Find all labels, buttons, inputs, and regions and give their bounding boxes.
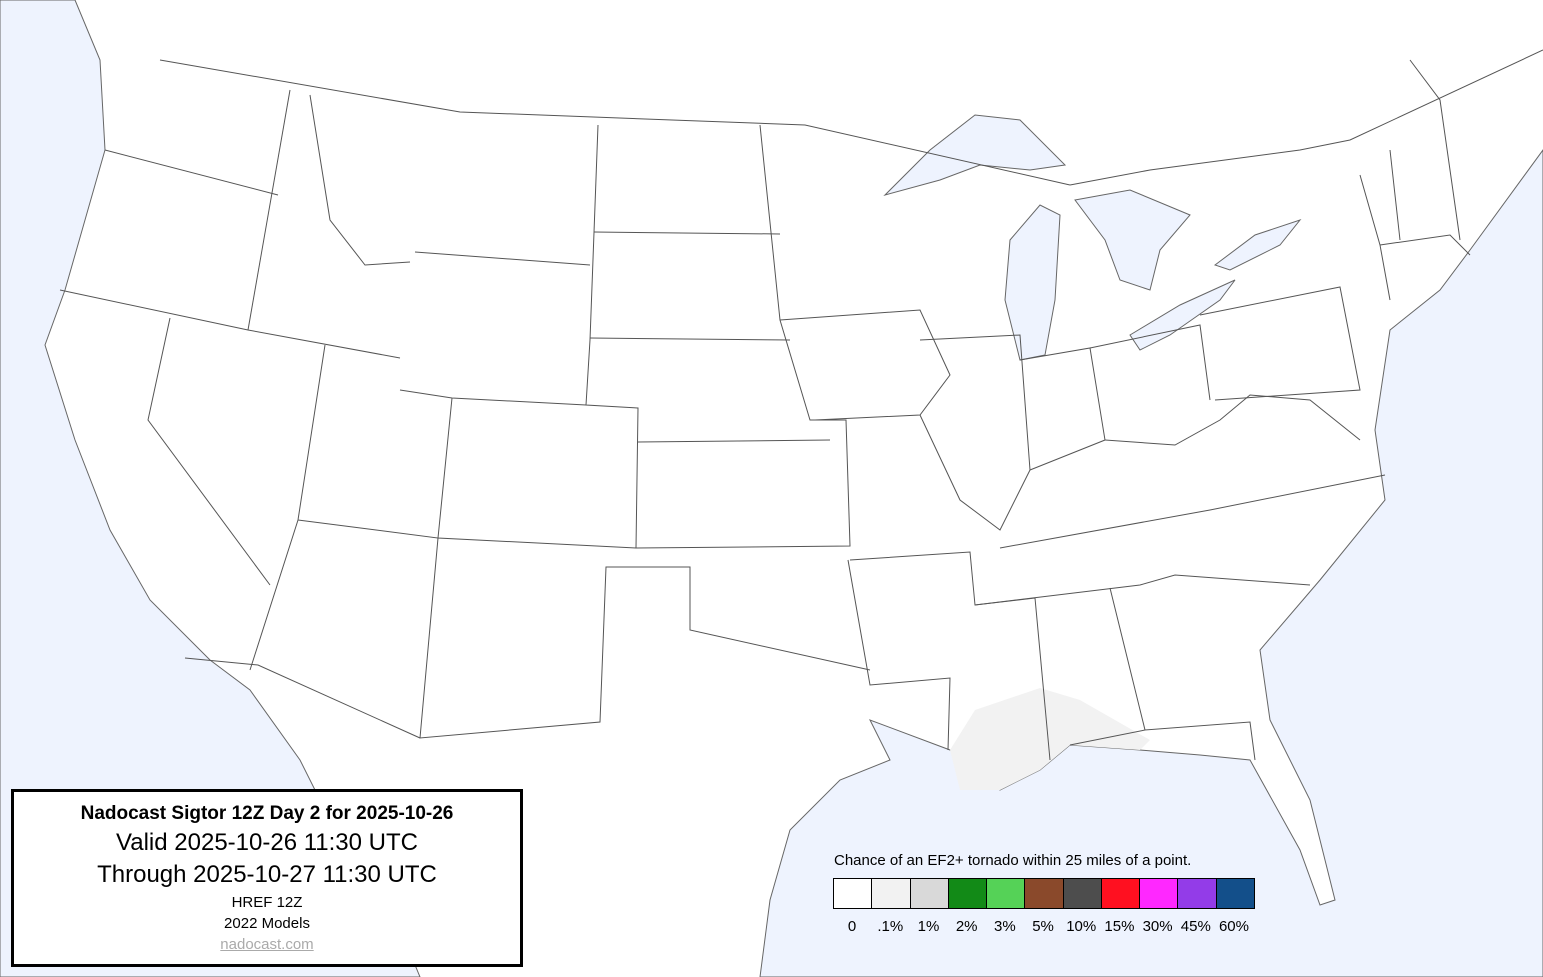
lake-superior xyxy=(883,114,1067,196)
legend-swatch xyxy=(910,879,949,908)
info-box: Nadocast Sigtor 12Z Day 2 for 2025-10-26… xyxy=(11,789,523,967)
lake-michigan xyxy=(1004,204,1061,361)
model-name: HREF 12Z xyxy=(231,894,303,911)
legend-swatch xyxy=(1025,879,1064,908)
legend-label: 1% xyxy=(917,918,940,935)
forecast-title: Nadocast Sigtor 12Z Day 2 for 2025-10-26 xyxy=(80,803,454,824)
legend-label: 10% xyxy=(1066,918,1097,935)
legend-swatch xyxy=(1063,879,1102,908)
great-lakes xyxy=(883,114,1302,361)
lake-erie xyxy=(1129,279,1236,351)
legend-swatch xyxy=(872,879,911,908)
legend-label: 5% xyxy=(1032,918,1054,935)
state-borders xyxy=(59,49,1543,761)
legend-swatch xyxy=(1101,879,1141,908)
nadocast-link[interactable]: nadocast.com xyxy=(220,936,314,953)
legend-swatch xyxy=(987,879,1026,908)
valid-time: Valid 2025-10-26 11:30 UTC xyxy=(116,829,418,856)
legend-labels: 0 .1% 1% 2% 3% 5% 10% 15% 30% 45% 60% xyxy=(833,918,1253,935)
legend-swatch xyxy=(1178,879,1217,908)
legend-label: 60% xyxy=(1218,918,1249,935)
legend-swatch xyxy=(1216,879,1254,908)
lake-huron xyxy=(1074,189,1191,291)
legend-label: 15% xyxy=(1104,918,1135,935)
legend: Chance of an EF2+ tornado within 25 mile… xyxy=(833,852,1255,935)
legend-swatch xyxy=(1140,879,1179,908)
forecast-area-0.1pct xyxy=(950,688,1150,790)
legend-title: Chance of an EF2+ tornado within 25 mile… xyxy=(834,852,1192,869)
legend-label: .1% xyxy=(877,918,904,935)
legend-label: 3% xyxy=(994,918,1016,935)
legend-label: 2% xyxy=(955,918,978,935)
legend-swatch xyxy=(948,879,988,908)
lake-ontario xyxy=(1213,218,1302,271)
legend-swatch xyxy=(834,879,873,908)
legend-label: 0 xyxy=(847,918,857,935)
legend-swatches xyxy=(833,878,1255,909)
through-time: Through 2025-10-27 11:30 UTC xyxy=(97,861,437,888)
models-year: 2022 Models xyxy=(224,915,310,932)
legend-label: 45% xyxy=(1180,918,1211,935)
legend-label: 30% xyxy=(1142,918,1173,935)
